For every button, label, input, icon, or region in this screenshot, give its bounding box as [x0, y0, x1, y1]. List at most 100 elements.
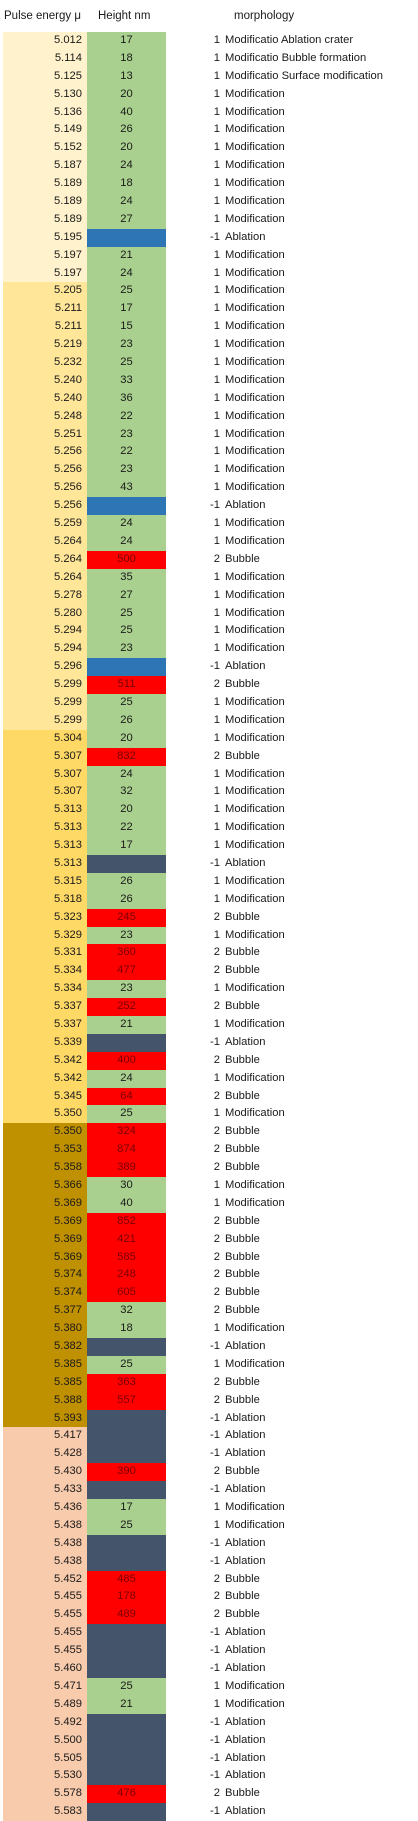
cell-morphology-code[interactable]: -1 — [210, 1536, 220, 1549]
cell-pulse-energy[interactable]: 5.452 — [3, 1570, 87, 1589]
cell-height[interactable]: 832 — [87, 747, 166, 766]
cell-height[interactable]: 32 — [87, 1302, 166, 1321]
cell-morphology-code[interactable]: 1 — [213, 1179, 220, 1191]
cell-morphology-code[interactable]: 1 — [213, 588, 220, 601]
cell-morphology-code[interactable]: 1 — [213, 1107, 220, 1120]
cell-morphology[interactable]: Modification — [225, 1196, 285, 1209]
cell-morphology[interactable]: Ablation — [225, 1805, 266, 1818]
cell-morphology-code[interactable]: 2 — [213, 1286, 220, 1299]
cell-morphology-code[interactable]: 1 — [213, 141, 220, 154]
cell-morphology[interactable]: Ablation — [225, 1429, 266, 1442]
cell-morphology[interactable]: Modificatio Bubble formation — [225, 51, 367, 64]
cell-pulse-energy[interactable]: 5.189 — [3, 210, 87, 229]
cell-height[interactable]: 26 — [87, 121, 166, 140]
cell-pulse-energy[interactable]: 5.369 — [3, 1230, 87, 1249]
cell-pulse-energy[interactable]: 5.136 — [3, 103, 87, 122]
cell-morphology[interactable]: Ablation — [225, 1769, 266, 1782]
cell-morphology[interactable]: Modification — [225, 1501, 285, 1514]
cell-morphology[interactable]: Modification — [225, 391, 285, 404]
cell-height[interactable]: 36 — [87, 389, 166, 408]
cell-height[interactable]: 22 — [87, 407, 166, 426]
cell-pulse-energy[interactable]: 5.350 — [3, 1123, 87, 1142]
cell-pulse-energy[interactable]: 5.455 — [3, 1588, 87, 1607]
cell-morphology[interactable]: Modification — [225, 982, 285, 995]
cell-morphology[interactable]: Modification — [225, 1679, 285, 1692]
cell-pulse-energy[interactable]: 5.460 — [3, 1660, 87, 1678]
cell-morphology-code[interactable]: 2 — [213, 1304, 220, 1317]
cell-morphology[interactable]: Ablation — [225, 1751, 266, 1764]
cell-pulse-energy[interactable]: 5.313 — [3, 837, 87, 855]
cell-morphology[interactable]: Modification — [225, 445, 285, 458]
cell-morphology-code[interactable]: -1 — [210, 1447, 220, 1460]
cell-morphology-code[interactable]: 1 — [213, 874, 220, 887]
cell-height[interactable]: 23 — [87, 461, 166, 480]
cell-morphology-code[interactable]: 1 — [213, 570, 220, 583]
cell-morphology-code[interactable]: 1 — [213, 409, 220, 422]
cell-height[interactable] — [87, 1445, 166, 1464]
cell-morphology-code[interactable]: 1 — [213, 356, 220, 369]
cell-morphology-code[interactable]: 1 — [213, 445, 220, 458]
cell-pulse-energy[interactable]: 5.251 — [3, 425, 87, 444]
cell-pulse-energy[interactable]: 5.294 — [3, 622, 87, 641]
cell-height[interactable]: 24 — [87, 193, 166, 211]
cell-morphology[interactable]: Modification — [225, 320, 285, 333]
cell-morphology[interactable]: Modification — [225, 821, 285, 834]
cell-pulse-energy[interactable]: 5.256 — [3, 497, 87, 516]
cell-pulse-energy[interactable]: 5.331 — [3, 944, 87, 963]
cell-morphology[interactable]: Ablation — [225, 1644, 266, 1657]
cell-morphology-code[interactable]: 1 — [213, 105, 220, 118]
cell-morphology[interactable]: Modification — [225, 534, 285, 547]
cell-morphology[interactable]: Modification — [225, 1107, 285, 1120]
cell-pulse-energy[interactable]: 5.438 — [3, 1516, 87, 1535]
cell-morphology-code[interactable]: 1 — [213, 266, 220, 279]
cell-pulse-energy[interactable]: 5.313 — [3, 854, 87, 873]
cell-morphology-code[interactable]: 1 — [213, 928, 220, 941]
cell-morphology[interactable]: Modification — [225, 713, 285, 726]
cell-morphology-code[interactable]: 1 — [213, 34, 220, 46]
cell-morphology-code[interactable]: 1 — [213, 1501, 220, 1514]
cell-height[interactable] — [87, 658, 166, 677]
cell-height[interactable]: 24 — [87, 515, 166, 533]
cell-morphology-code[interactable]: 2 — [213, 1143, 220, 1156]
cell-height[interactable]: 35 — [87, 568, 166, 587]
cell-morphology-code[interactable]: 1 — [213, 69, 220, 82]
cell-morphology-code[interactable]: -1 — [210, 856, 220, 869]
cell-morphology[interactable]: Ablation — [225, 499, 266, 512]
cell-morphology-code[interactable]: 1 — [213, 1679, 220, 1692]
cell-height[interactable]: 485 — [87, 1570, 166, 1589]
cell-height[interactable] — [87, 1803, 166, 1821]
cell-height[interactable]: 21 — [87, 246, 166, 265]
cell-morphology-code[interactable]: 2 — [213, 1161, 220, 1174]
cell-morphology[interactable]: Modification — [225, 1697, 285, 1710]
cell-morphology[interactable]: Bubble — [225, 678, 260, 691]
cell-height[interactable]: 27 — [87, 210, 166, 229]
cell-morphology-code[interactable]: 1 — [213, 320, 220, 333]
cell-morphology[interactable]: Modification — [225, 892, 285, 905]
cell-morphology[interactable]: Modification — [225, 1071, 285, 1084]
cell-morphology[interactable]: Modification — [225, 159, 285, 172]
cell-morphology-code[interactable]: -1 — [210, 1340, 220, 1353]
cell-morphology-code[interactable]: 2 — [213, 1465, 220, 1478]
cell-morphology-code[interactable]: 1 — [213, 695, 220, 708]
cell-height[interactable] — [87, 1033, 166, 1052]
cell-morphology[interactable]: Ablation — [225, 660, 266, 673]
cell-height[interactable]: 363 — [87, 1373, 166, 1392]
cell-morphology[interactable]: Modification — [225, 624, 285, 637]
cell-pulse-energy[interactable]: 5.240 — [3, 389, 87, 408]
cell-pulse-energy[interactable]: 5.264 — [3, 532, 87, 551]
cell-morphology[interactable]: Modification — [225, 642, 285, 655]
cell-morphology[interactable]: Modification — [225, 427, 285, 440]
cell-height[interactable]: 252 — [87, 998, 166, 1016]
cell-morphology-code[interactable]: -1 — [210, 1662, 220, 1675]
cell-height[interactable]: 26 — [87, 890, 166, 909]
cell-pulse-energy[interactable]: 5.337 — [3, 998, 87, 1016]
cell-pulse-energy[interactable]: 5.280 — [3, 604, 87, 623]
cell-pulse-energy[interactable]: 5.205 — [3, 282, 87, 301]
cell-morphology[interactable]: Bubble — [225, 1590, 260, 1603]
cell-height[interactable]: 400 — [87, 1051, 166, 1070]
cell-morphology-code[interactable]: 1 — [213, 284, 220, 297]
cell-morphology[interactable]: Bubble — [225, 1608, 260, 1621]
cell-morphology-code[interactable]: 1 — [213, 713, 220, 726]
cell-morphology-code[interactable]: 2 — [213, 1250, 220, 1263]
cell-morphology[interactable]: Bubble — [225, 1393, 260, 1406]
